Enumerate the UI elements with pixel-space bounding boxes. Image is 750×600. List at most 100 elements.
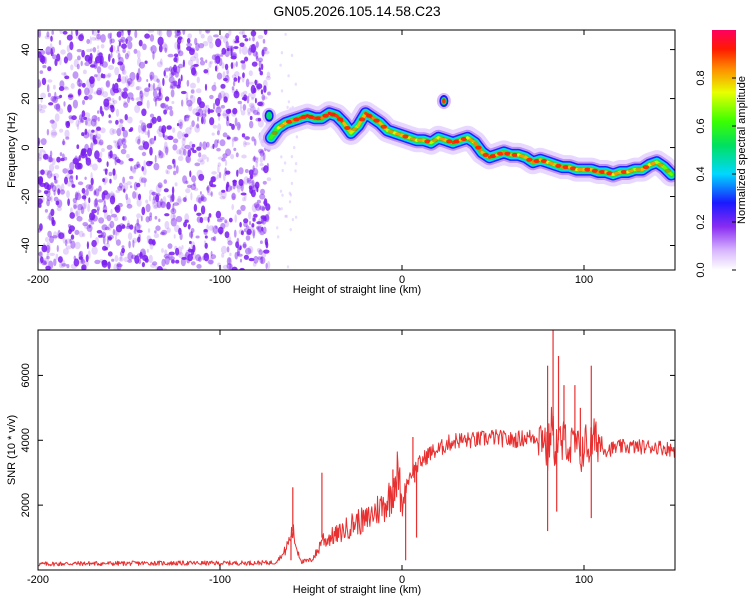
noise-speckle [212, 225, 219, 235]
noise-speckle [117, 185, 123, 191]
noise-speckle [208, 225, 214, 231]
noise-speckle [261, 218, 265, 224]
noise-speckle [246, 178, 251, 182]
noise-speckle [134, 255, 140, 264]
noise-speckle [194, 124, 201, 133]
noise-speckle [118, 256, 124, 262]
noise-speckle [85, 188, 89, 196]
noise-speckle [215, 225, 218, 229]
noise-speckle [185, 155, 191, 164]
noise-speckle [239, 245, 242, 251]
noise-speckle [93, 139, 98, 145]
noise-speckle [59, 152, 63, 157]
noise-speckle [156, 30, 161, 36]
noise-speckle [259, 193, 266, 200]
noise-speckle [257, 224, 262, 232]
noise-speckle [79, 250, 84, 257]
noise-speckle [63, 101, 66, 107]
noise-speckle [240, 103, 242, 112]
noise-speckle [55, 103, 61, 112]
noise-speckle [255, 117, 261, 122]
noise-speckle [192, 149, 197, 154]
noise-speckle [58, 232, 65, 240]
noise-speckle [152, 75, 159, 82]
noise-speckle [38, 79, 41, 88]
noise-speckle [254, 157, 259, 164]
noise-speckle [201, 113, 207, 118]
ridge-peak [599, 170, 606, 174]
noise-speckle [81, 187, 86, 194]
noise-speckle [71, 115, 77, 121]
noise-speckle [263, 46, 268, 52]
noise-speckle [280, 89, 284, 93]
x-tick-label: -200 [27, 274, 49, 286]
noise-speckle [152, 88, 158, 98]
noise-speckle [258, 148, 264, 154]
noise-speckle [122, 138, 126, 142]
noise-speckle [248, 226, 252, 236]
noise-speckle [164, 67, 170, 72]
noise-speckle [54, 165, 60, 170]
noise-speckle [186, 99, 193, 107]
noise-speckle [182, 30, 186, 35]
noise-speckle [161, 42, 167, 50]
noise-speckle [249, 120, 254, 129]
noise-speckle [49, 252, 56, 256]
noise-speckle [184, 114, 191, 119]
noise-speckle [153, 204, 159, 209]
noise-speckle [242, 241, 247, 249]
noise-speckle [132, 191, 137, 199]
ridge-peak [650, 161, 657, 166]
noise-speckle [141, 166, 144, 172]
noise-speckle [42, 153, 49, 160]
noise-speckle [102, 178, 105, 183]
noise-speckle [126, 197, 131, 206]
snr-lines [38, 330, 675, 567]
noise-speckle [259, 230, 265, 236]
noise-speckle [62, 85, 68, 90]
noise-speckle [100, 231, 107, 239]
noise-speckle [237, 100, 242, 105]
noise-speckle [173, 53, 179, 58]
noise-speckle [198, 43, 205, 49]
noise-speckle [198, 173, 205, 181]
noise-speckle [87, 117, 91, 122]
noise-speckle [40, 97, 43, 103]
noise-speckle [129, 71, 136, 81]
noise-speckle [75, 155, 78, 159]
noise-speckle [176, 84, 181, 89]
noise-speckle [253, 138, 257, 146]
spectrogram-x-ticks: -200 -100 0 100 [27, 30, 593, 286]
noise-speckle [48, 260, 54, 270]
noise-speckle [58, 108, 64, 115]
noise-speckle [172, 144, 178, 151]
noise-speckle [225, 68, 230, 75]
noise-speckle [47, 92, 52, 98]
noise-speckle [220, 52, 224, 57]
noise-speckle [97, 157, 102, 163]
noise-speckle [189, 48, 195, 56]
noise-speckle [173, 57, 178, 63]
noise-speckle [206, 185, 210, 194]
noise-speckle [91, 208, 97, 214]
noise-speckle [46, 255, 50, 260]
noise-speckle [210, 254, 217, 260]
noise-speckle [113, 216, 119, 222]
noise-speckle [148, 84, 154, 91]
ridge-peak [431, 138, 438, 143]
noise-speckle [136, 164, 141, 168]
noise-speckle [119, 252, 122, 261]
ridge-peak [577, 167, 584, 172]
noise-speckle [45, 51, 51, 55]
noise-speckle [178, 252, 184, 259]
noise-speckle [50, 48, 53, 57]
noise-speckle [175, 165, 179, 174]
noise-speckle [175, 215, 183, 223]
noise-speckle [149, 146, 153, 156]
ridge-peak [417, 138, 424, 143]
noise-speckle [127, 252, 134, 261]
noise-speckle [88, 224, 92, 229]
noise-speckle [118, 118, 122, 123]
noise-speckle [167, 243, 173, 249]
noise-speckle [251, 167, 259, 176]
